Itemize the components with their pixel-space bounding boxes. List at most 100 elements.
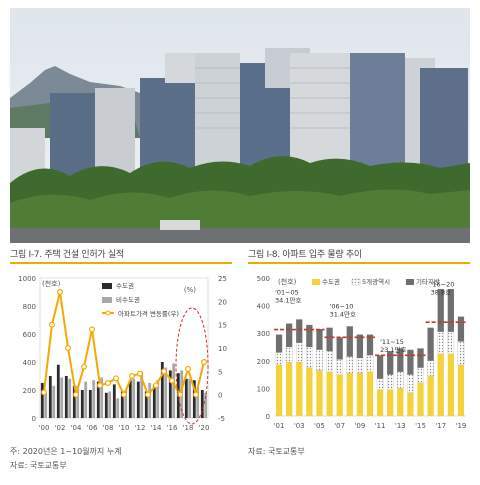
y-tick-label: 1000 [18, 275, 36, 283]
bar-capital [296, 362, 303, 416]
x-tick-label: '08 [103, 424, 114, 432]
annotation-period: '01~05 [275, 289, 299, 297]
bar-capital [407, 392, 414, 416]
bar-metro [336, 359, 343, 375]
y2-tick-label: 25 [218, 275, 227, 283]
price-change-point [80, 363, 87, 370]
apartment-photo [10, 8, 470, 243]
bar-non-capital [188, 378, 192, 418]
legend-label-capital: 수도권 [322, 278, 340, 286]
bar-metro [316, 349, 323, 371]
price-change-point [88, 326, 95, 333]
unit-label: (천호) [278, 277, 297, 286]
bar-metro [427, 360, 434, 377]
bar-non-capital [164, 367, 168, 418]
price-change-point [104, 379, 111, 386]
figure1-caption: 그림 Ⅰ-7. 주택 건설 인허가 실적 [10, 250, 124, 260]
y2-tick-label: 15 [218, 322, 227, 330]
y2-tick-label: 10 [218, 345, 227, 353]
legend-swatch-capital [312, 279, 320, 285]
bar-metro [407, 374, 414, 393]
x-tick-label: '13 [395, 422, 406, 430]
bar-metro [326, 351, 333, 372]
bar-capital [457, 364, 465, 416]
bar-other [336, 337, 343, 360]
bar-metro [376, 378, 384, 390]
bar-other [457, 316, 465, 342]
x-tick-label: '07 [334, 422, 345, 430]
bar-other [306, 324, 313, 347]
x-tick-label: '18 [183, 424, 194, 432]
bar-other [356, 334, 364, 359]
legend-label-metro: 5개광역시 [362, 277, 390, 286]
bar-capital [447, 353, 454, 416]
bar-non-capital [68, 378, 72, 418]
figure2-divider [248, 262, 470, 264]
bar-non-capital [172, 363, 176, 418]
bar-metro [296, 342, 303, 363]
bar-other [346, 326, 353, 357]
x-tick-label: '15 [415, 422, 426, 430]
bar-capital [56, 364, 60, 418]
bar-capital [96, 381, 100, 418]
bar-non-capital [84, 381, 88, 418]
bar-capital [104, 392, 108, 418]
y-tick-label: 400 [257, 303, 270, 311]
bar-capital [387, 389, 394, 416]
bar-non-capital [132, 378, 136, 418]
permits-chart: 0 200 400 600 800 1000 -5 0 5 10 15 20 25 (천호) (%) '00 '… [8, 266, 234, 448]
bar-capital [376, 389, 384, 416]
bar-capital [397, 388, 404, 416]
bar-non-capital [116, 398, 120, 418]
figure1-divider [10, 262, 232, 264]
bar-other [275, 334, 283, 353]
bar-capital [326, 371, 333, 416]
legend-swatch-metro [351, 278, 361, 286]
bar-non-capital [92, 380, 96, 418]
legend-label-price: 아파트가격 변동률(우) [118, 309, 179, 318]
x-tick-label: '16 [167, 424, 178, 432]
bar-capital [152, 384, 156, 418]
bar-capital [336, 374, 343, 416]
price-change-point [201, 358, 208, 365]
price-change-point [128, 372, 135, 379]
figure1-source: 자료: 국토교통부 [10, 461, 67, 470]
price-change-point [48, 321, 55, 328]
bar-capital [306, 367, 313, 416]
y-tick-label: 500 [257, 275, 270, 283]
y-tick-label: 600 [23, 331, 36, 339]
move-in-chart: 0 100 200 300 400 500 (천호) '01~05 34.1만호 '06~10 31… [246, 266, 472, 446]
bar-capital [88, 390, 92, 418]
x-tick-label: '05 [314, 422, 325, 430]
price-change-point [112, 375, 119, 382]
bar-metro [457, 341, 465, 366]
y-tick-label: 200 [257, 358, 270, 366]
annotation-value: 38.8호 [431, 288, 451, 296]
bar-capital [200, 390, 204, 418]
price-change-point [161, 368, 168, 375]
y-tick-label: 100 [257, 385, 270, 393]
bar-capital [80, 390, 84, 418]
legend-swatch-dot [105, 310, 111, 316]
x-tick-label: '14 [151, 424, 162, 432]
legend-label-other: 기타지방 [416, 277, 440, 286]
bar-other [326, 327, 333, 352]
bar-capital [64, 376, 68, 418]
bar-other [286, 323, 293, 347]
annotation-period: '16~20 [431, 280, 455, 288]
bar-capital [136, 381, 140, 418]
figure1-note: 주: 2020년은 1~10월까지 누계 [10, 447, 122, 456]
price-change-point [169, 377, 176, 384]
bar-capital [427, 375, 434, 416]
x-tick-label: '17 [435, 422, 446, 430]
bar-capital [128, 380, 132, 418]
price-change-point [40, 389, 47, 396]
y2-tick-label: 5 [218, 368, 222, 376]
bar-capital [48, 376, 52, 418]
legend-swatch-other [406, 279, 414, 285]
bar-metro [346, 356, 354, 374]
bar-other [296, 319, 303, 343]
bar-metro [356, 357, 364, 374]
bar-metro [447, 331, 455, 354]
bar-other [387, 351, 394, 375]
